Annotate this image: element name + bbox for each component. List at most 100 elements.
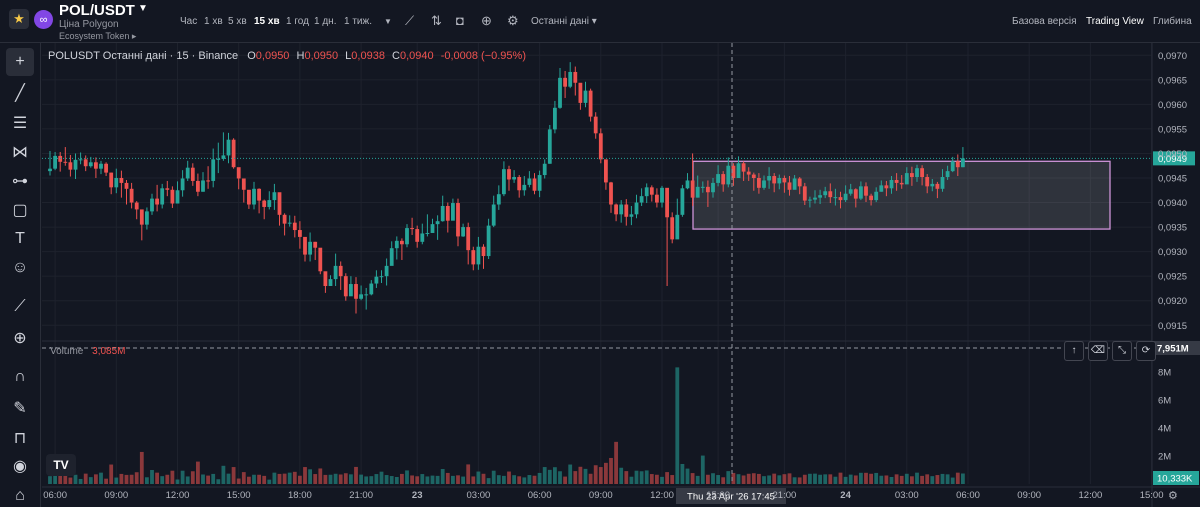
candle-body	[338, 265, 343, 277]
crosshair-icon[interactable]: +	[6, 48, 34, 76]
emoji-icon[interactable]: ☺	[11, 259, 29, 276]
ohlc-legend: POLUSDT Останні дані · 15 · Binance O0,0…	[48, 50, 526, 62]
star-icon[interactable]: ★	[9, 9, 29, 29]
candle	[78, 152, 83, 165]
move-up-icon[interactable]: ↑	[1064, 341, 1084, 361]
camera-icon[interactable]: ◘	[456, 13, 464, 28]
trash-icon[interactable]: ⌂	[15, 487, 25, 504]
candle-body	[415, 229, 420, 242]
legend-title: POLUSDT Останні дані · 15 · Binance	[48, 50, 239, 62]
candle-body	[838, 197, 843, 201]
tf-1m[interactable]: 1 хв	[204, 16, 223, 27]
candle	[512, 170, 516, 183]
volume-bar	[818, 474, 822, 484]
rectangle-icon[interactable]: ▢	[12, 202, 28, 219]
volume-bar	[950, 477, 955, 484]
axes: 0,0970 0,0965 0,0960 0,0955 0,0950 0,0945 0,09…	[43, 51, 1187, 501]
view-tradingview[interactable]: Trading View	[1086, 16, 1144, 27]
volume-bar	[767, 475, 771, 484]
candle-body	[920, 168, 924, 178]
tf-time[interactable]: Час	[180, 16, 198, 27]
indicators-icon[interactable]: ⟋	[405, 13, 415, 28]
volume-bar	[247, 476, 251, 484]
tf-15m[interactable]: 15 хв	[254, 16, 280, 27]
text-icon[interactable]: T	[15, 230, 25, 247]
tf-1h[interactable]: 1 год	[286, 16, 309, 27]
ruler-icon[interactable]: ⟋	[14, 298, 26, 315]
view-depth[interactable]: Глибина	[1153, 16, 1192, 27]
time-tick-label: 21:00	[773, 490, 797, 501]
settings-icon[interactable]: ⚙	[507, 13, 519, 28]
tf-1d[interactable]: 1 дн.	[314, 16, 337, 27]
candle-body	[379, 276, 384, 278]
candle-body	[639, 196, 644, 203]
candle	[104, 162, 108, 177]
candle-body	[517, 177, 522, 191]
tf-more-icon[interactable]: ▼	[384, 17, 392, 26]
candle-body	[553, 107, 557, 130]
volume-bar	[435, 475, 440, 484]
chart-settings-icon[interactable]: ⚙	[1168, 490, 1178, 502]
dropdown-icon[interactable]: ▼	[138, 3, 148, 14]
tf-1w[interactable]: 1 тиж.	[344, 16, 372, 27]
magnet-icon[interactable]: ∩	[14, 368, 26, 385]
view-basic[interactable]: Базова версія	[1012, 16, 1077, 27]
candle	[491, 195, 496, 228]
add-icon[interactable]: ⊕	[481, 13, 492, 28]
volume-bar	[563, 476, 567, 484]
price-tick-label: 0,0955	[1158, 124, 1187, 135]
candle-body	[206, 180, 210, 182]
volume-bar	[777, 475, 782, 484]
tf-5m[interactable]: 5 хв	[228, 16, 247, 27]
candle-body	[145, 211, 149, 225]
volume-bar	[68, 477, 73, 484]
volume-bar	[859, 472, 863, 484]
candle-body	[119, 178, 124, 183]
volume-bar	[634, 470, 639, 484]
volume-bar	[277, 473, 282, 484]
lock-draw-icon[interactable]: ✎	[13, 400, 27, 417]
candle-body	[808, 199, 812, 201]
candle	[700, 181, 705, 193]
compare-icon[interactable]: ⇅	[431, 13, 442, 28]
candle-body	[660, 187, 664, 203]
candle	[675, 198, 680, 240]
forecast-icon[interactable]: ⊶	[12, 173, 28, 190]
grid	[42, 43, 1200, 507]
candle	[823, 186, 828, 199]
candle	[68, 154, 73, 177]
volume-bar	[853, 475, 858, 484]
candle-body	[343, 276, 348, 297]
volume-bar	[573, 471, 578, 484]
last-data-select[interactable]: Останні дані ▾	[531, 16, 597, 27]
candle	[119, 170, 124, 198]
candle	[384, 258, 389, 286]
volume-bar	[660, 476, 664, 484]
candle	[935, 181, 940, 199]
collapse-pane-icon[interactable]: ⤡	[1112, 341, 1132, 361]
symbol-title[interactable]: POL/USDT	[59, 2, 135, 19]
maximize-pane-icon[interactable]: ⟳	[1136, 341, 1156, 361]
candle	[236, 167, 241, 190]
candle-body	[461, 227, 465, 237]
volume-bar	[629, 476, 634, 484]
lock-icon[interactable]: ⊓	[13, 430, 27, 447]
zoom-icon[interactable]: ⊕	[13, 330, 27, 347]
eye-icon[interactable]: ◉	[13, 458, 27, 475]
trendline-icon[interactable]: ╱	[15, 85, 25, 102]
candle-body	[537, 175, 542, 191]
candle-body	[716, 174, 720, 183]
candle-body	[155, 198, 159, 205]
candles	[48, 62, 965, 314]
candle-body	[201, 180, 205, 192]
volume-bar	[410, 475, 414, 484]
last-volume-label: 10,333K	[1157, 474, 1193, 485]
pattern-icon[interactable]: ⋈	[12, 144, 28, 161]
candle	[649, 185, 654, 202]
volume-bar	[899, 475, 904, 484]
candle-body	[904, 173, 909, 185]
fib-icon[interactable]: ☰	[12, 115, 28, 132]
volume-bar	[930, 476, 935, 484]
delete-pane-icon[interactable]: ⌫	[1088, 341, 1108, 361]
